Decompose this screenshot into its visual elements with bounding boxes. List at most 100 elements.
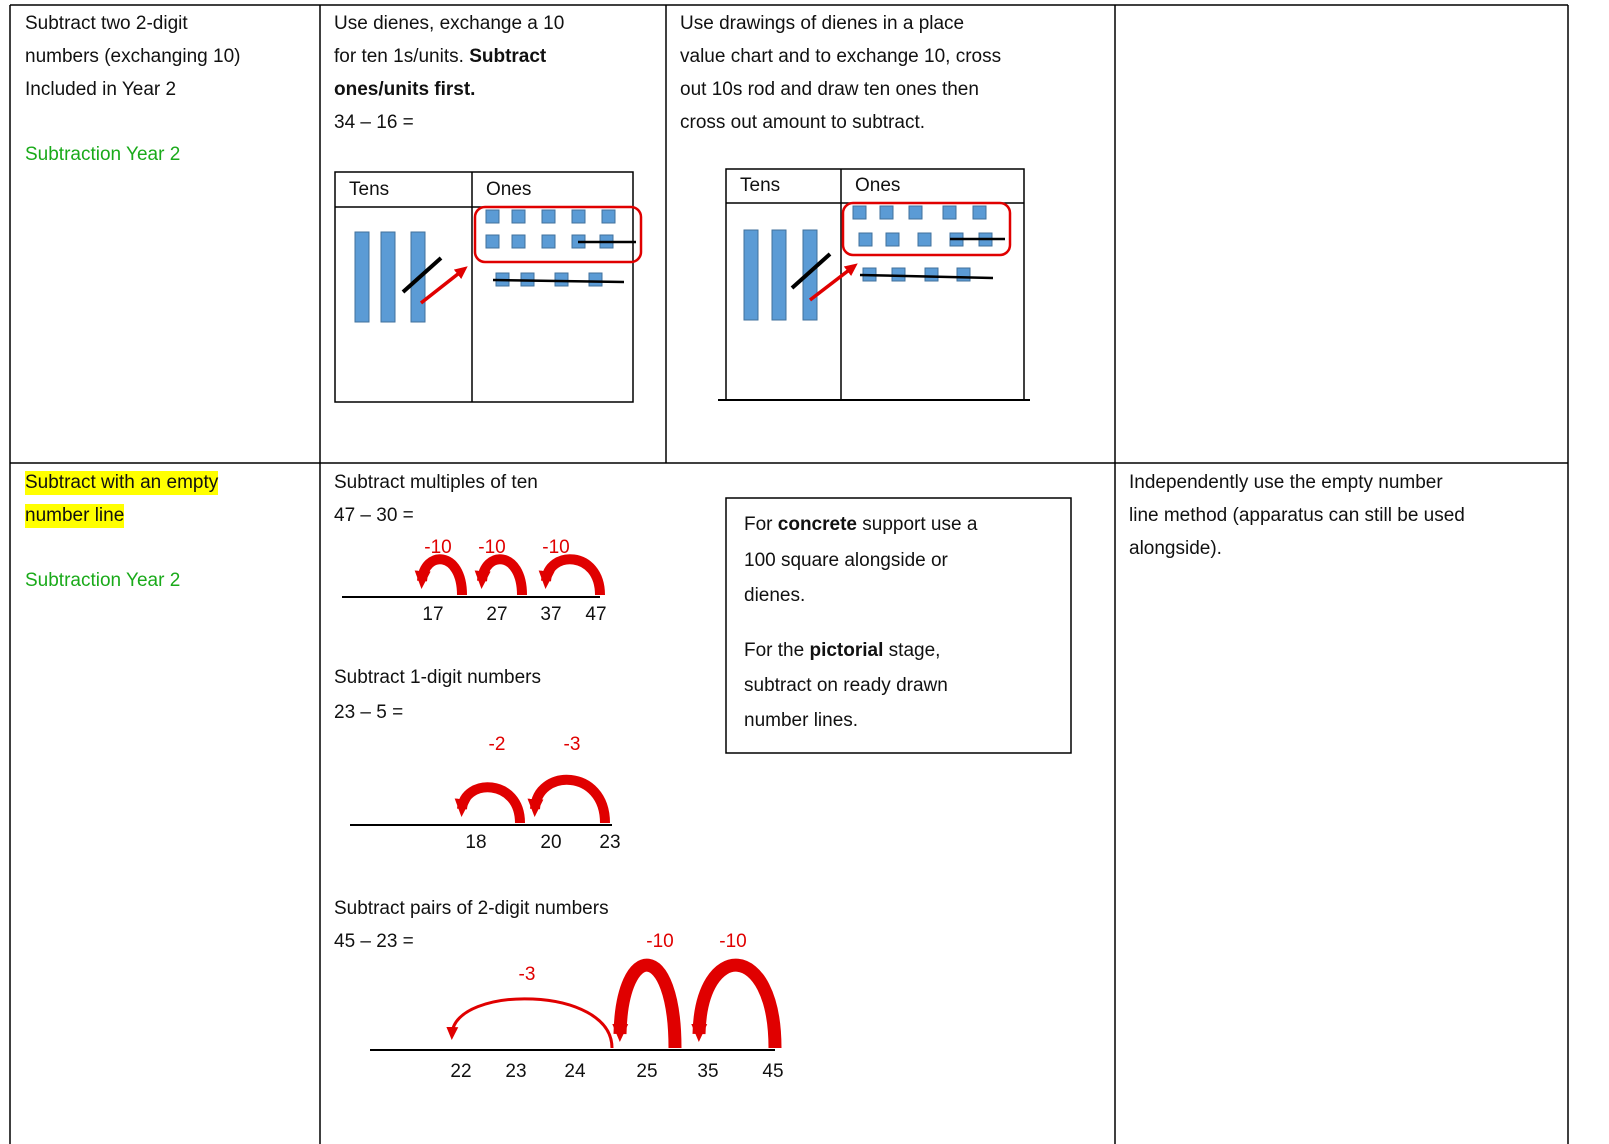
- text-run: support use a: [856, 514, 978, 535]
- one-cube: [942, 205, 957, 220]
- text-line: line method (apparatus can still be used: [1129, 505, 1465, 526]
- equation: 47 – 30 =: [334, 505, 414, 526]
- text-line: ones/units first.: [334, 78, 475, 102]
- one-cube: [879, 205, 894, 220]
- one-cube: [511, 234, 526, 249]
- number-label: 23: [599, 832, 621, 853]
- number-label: 25: [636, 1061, 658, 1082]
- text-run: For: [744, 514, 778, 535]
- one-cube: [571, 209, 586, 224]
- ten-rod: [380, 231, 396, 323]
- text-line: number line: [25, 504, 125, 528]
- one-cube: [601, 209, 616, 224]
- one-cube: [541, 209, 556, 224]
- jump-arc: [527, 774, 610, 824]
- example-title: Subtract pairs of 2-digit numbers: [334, 898, 609, 919]
- exchange-arrow: [808, 263, 858, 302]
- text-line: Subtract with an empty: [25, 471, 219, 495]
- jump-label: -10: [646, 931, 674, 952]
- text-line: Use dienes, exchange a 10: [334, 13, 565, 34]
- ten-rod: [743, 229, 759, 321]
- one-cube: [588, 272, 603, 287]
- text-line: cross out amount to subtract.: [680, 112, 926, 133]
- table-borders: [9, 4, 1569, 1144]
- one-cube: [858, 232, 873, 247]
- exchange-box: [473, 205, 643, 264]
- jump-arc: [691, 958, 782, 1049]
- jump-arc: [612, 958, 682, 1049]
- jump-arc: [474, 554, 527, 596]
- text-line: For the pictorial stage,: [744, 639, 940, 663]
- jump-arc: [446, 997, 614, 1049]
- one-cube: [891, 267, 906, 282]
- text-line: subtract on ready drawn: [744, 675, 948, 696]
- text-line: Included in Year 2: [25, 79, 177, 100]
- one-cube: [554, 272, 569, 287]
- text-line: Independently use the empty number: [1129, 472, 1443, 493]
- link-text: Subtraction Year 2: [25, 144, 181, 165]
- equation: 45 – 23 =: [334, 931, 414, 952]
- jump-arc: [454, 782, 525, 824]
- jump-label: -3: [563, 734, 581, 755]
- jump-label: -10: [719, 931, 747, 952]
- text-line: for ten 1s/units. Subtract: [334, 45, 546, 69]
- text-line: alongside).: [1129, 538, 1222, 559]
- one-cube: [917, 232, 932, 247]
- jump-arc: [538, 554, 605, 596]
- cross-out: [859, 273, 994, 280]
- number-label: 20: [540, 832, 562, 853]
- text-line: value chart and to exchange 10, cross: [680, 46, 1002, 67]
- link-text: Subtraction Year 2: [25, 570, 181, 591]
- one-cube: [541, 234, 556, 249]
- number-label: 27: [486, 604, 508, 625]
- cross-out: [790, 252, 832, 290]
- equation: 23 – 5 =: [334, 702, 404, 723]
- chart-header: Ones: [486, 178, 532, 200]
- text-line: 100 square alongside or: [744, 550, 948, 571]
- bold-text: pictorial: [809, 640, 884, 661]
- one-cube: [852, 205, 867, 220]
- one-cube: [972, 205, 987, 220]
- text-line: dienes.: [744, 585, 806, 606]
- text-line: For concrete support use a: [744, 513, 977, 537]
- number-label: 17: [422, 604, 444, 625]
- jump-label: -2: [488, 734, 506, 755]
- bold-text: ones/units first.: [334, 79, 476, 100]
- number-label: 24: [564, 1061, 586, 1082]
- cross-out: [492, 278, 625, 284]
- number-label: 37: [540, 604, 562, 625]
- jump-label: -10: [478, 537, 506, 558]
- bold-text: concrete: [777, 514, 857, 535]
- jump-label: -3: [518, 964, 536, 985]
- jump-arc: [414, 554, 467, 596]
- ten-rod: [771, 229, 787, 321]
- one-cube: [485, 209, 500, 224]
- text-line: Subtract two 2-digit: [25, 13, 188, 34]
- cross-out: [401, 256, 443, 294]
- number-label: 45: [762, 1061, 784, 1082]
- tip-box: [725, 497, 1072, 754]
- text-run: for ten 1s/units.: [334, 46, 470, 67]
- number-label: 47: [585, 604, 607, 625]
- chart-header: Ones: [855, 175, 901, 196]
- one-cube: [924, 267, 939, 282]
- text-run: stage,: [883, 640, 941, 661]
- exchange-box: [841, 201, 1012, 257]
- ten-rod: [354, 231, 370, 323]
- one-cube: [956, 267, 971, 282]
- one-cube: [885, 232, 900, 247]
- text-line: number lines.: [744, 710, 859, 731]
- chart-frame: [334, 171, 634, 403]
- number-label: 22: [450, 1061, 472, 1082]
- exchange-arrow: [419, 266, 468, 305]
- one-cube: [908, 205, 923, 220]
- text-line: Use drawings of dienes in a place: [680, 13, 965, 34]
- one-cube: [485, 234, 500, 249]
- one-cube: [511, 209, 526, 224]
- example-title: Subtract multiples of ten: [334, 472, 538, 493]
- text-line: numbers (exchanging 10): [25, 46, 241, 67]
- number-label: 23: [505, 1061, 527, 1082]
- example-title: Subtract 1-digit numbers: [334, 667, 541, 688]
